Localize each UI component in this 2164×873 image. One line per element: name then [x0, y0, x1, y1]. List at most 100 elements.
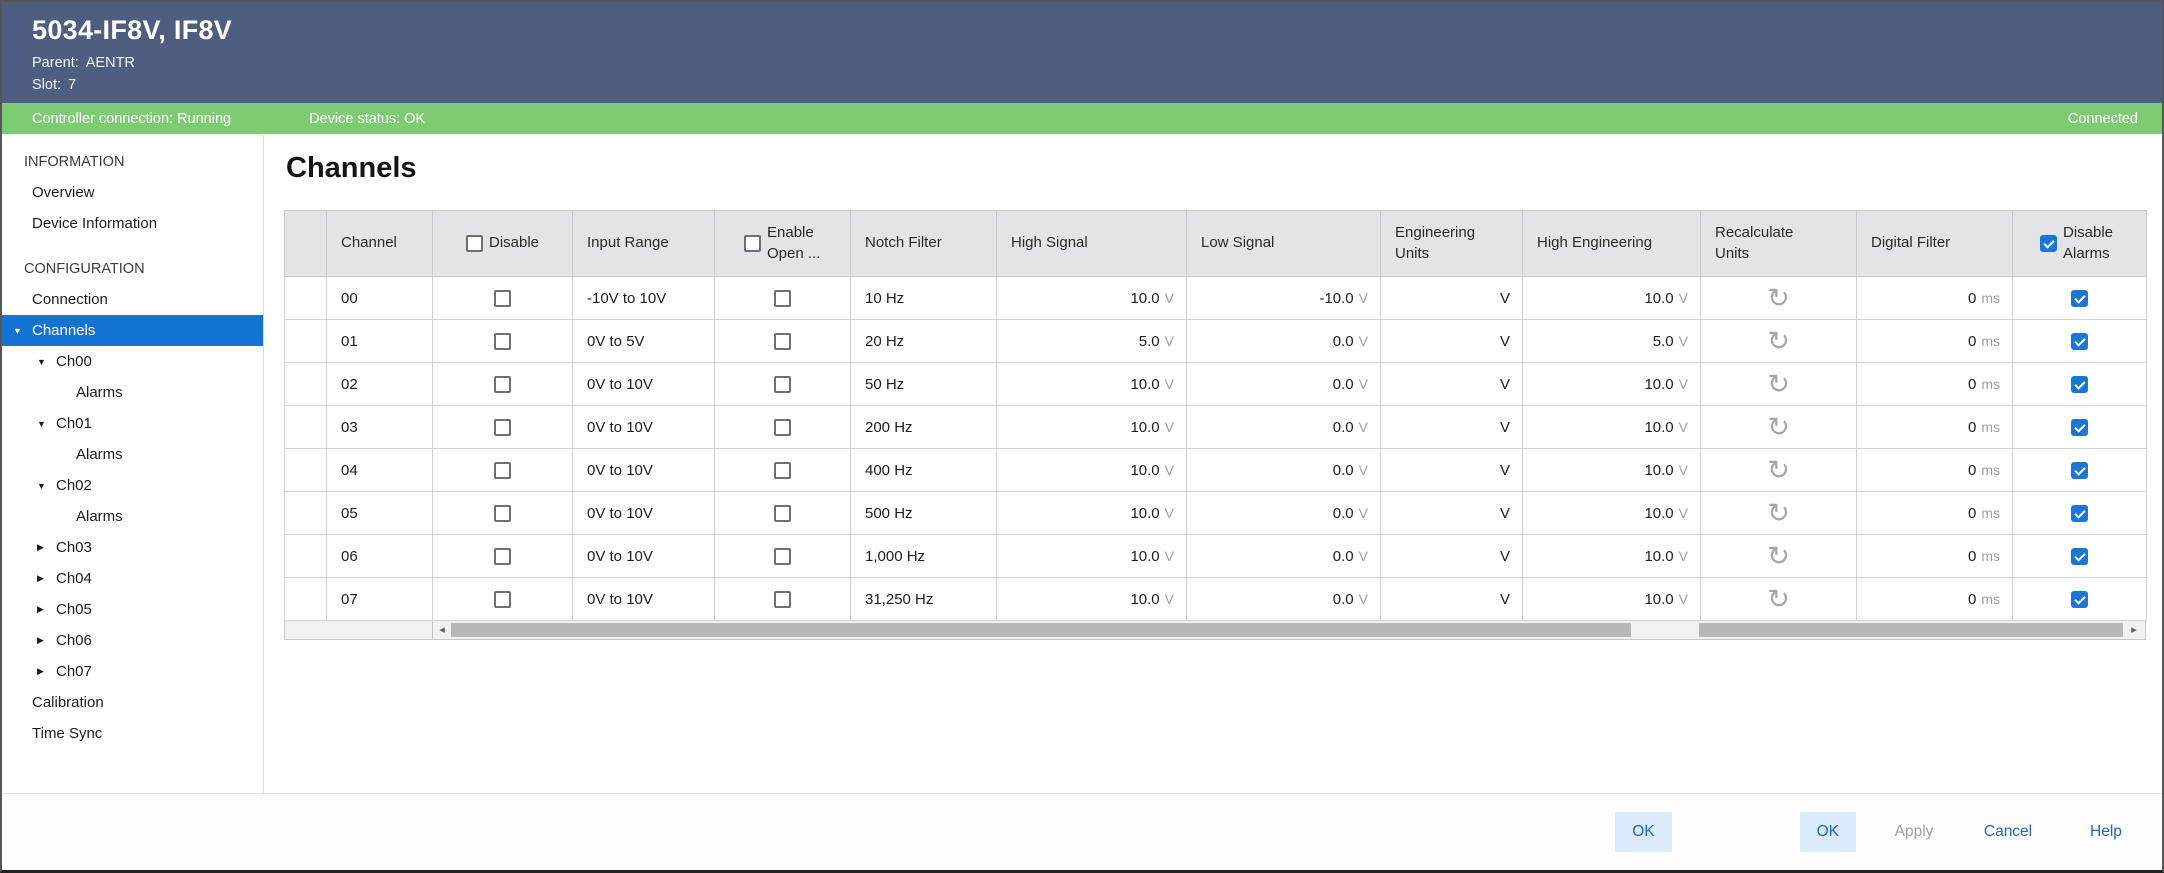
eng_units-cell[interactable]: V: [1380, 448, 1523, 492]
sidebar-item-device-information[interactable]: Device Information: [2, 208, 263, 239]
eng_units-cell[interactable]: V: [1380, 577, 1523, 621]
high_signal-cell[interactable]: 10.0 V: [996, 362, 1187, 406]
row-selector[interactable]: [284, 362, 327, 406]
high_eng-cell[interactable]: 5.0 V: [1522, 319, 1701, 363]
chevron-down-icon[interactable]: ▼: [37, 480, 46, 491]
sidebar-item-ch01[interactable]: ▼ Ch01: [2, 408, 263, 439]
low_signal-cell[interactable]: 0.0 V: [1186, 362, 1381, 406]
dis_alarms-all-checkbox[interactable]: [2040, 235, 2057, 252]
input_range-cell[interactable]: 0V to 10V: [572, 577, 715, 621]
chevron-down-icon[interactable]: ▼: [37, 356, 46, 367]
row-selector[interactable]: [284, 448, 327, 492]
enable_open-checkbox[interactable]: [774, 590, 791, 608]
chevron-down-icon[interactable]: ▼: [13, 325, 22, 336]
dis_alarms-checkbox[interactable]: [2071, 418, 2088, 436]
scrollbar-thumb[interactable]: [451, 623, 1631, 637]
dis_alarms-checkbox[interactable]: [2071, 375, 2088, 393]
dig_filter-cell[interactable]: 0 ms: [1856, 362, 2013, 406]
row-selector[interactable]: [284, 405, 327, 449]
high_eng-cell[interactable]: 10.0 V: [1522, 448, 1701, 492]
sidebar-item-alarms[interactable]: Alarms: [2, 501, 263, 532]
help-button[interactable]: Help: [2078, 812, 2134, 852]
notch-cell[interactable]: 20 Hz: [850, 319, 997, 363]
refresh-icon[interactable]: ↻: [1767, 411, 1790, 443]
high_eng-cell[interactable]: 10.0 V: [1522, 405, 1701, 449]
input_range-cell[interactable]: 0V to 10V: [572, 448, 715, 492]
disable-all-checkbox[interactable]: [465, 235, 483, 252]
high_eng-cell[interactable]: 10.0 V: [1522, 491, 1701, 535]
disable-checkbox[interactable]: [494, 547, 511, 565]
sidebar-item-connection[interactable]: Connection: [2, 284, 263, 315]
scrollbar-thumb[interactable]: [1699, 623, 2123, 637]
refresh-icon[interactable]: ↻: [1767, 368, 1790, 400]
enable_open-checkbox[interactable]: [774, 547, 791, 565]
dig_filter-cell[interactable]: 0 ms: [1856, 405, 2013, 449]
chevron-right-icon[interactable]: ▶: [37, 604, 44, 614]
input_range-cell[interactable]: 0V to 10V: [572, 405, 715, 449]
dis_alarms-checkbox[interactable]: [2071, 332, 2088, 350]
dis_alarms-checkbox[interactable]: [2071, 590, 2088, 608]
enable_open-checkbox[interactable]: [774, 332, 791, 350]
chevron-right-icon[interactable]: ▶: [37, 666, 44, 676]
enable_open-checkbox[interactable]: [774, 504, 791, 522]
low_signal-cell[interactable]: -10.0 V: [1186, 276, 1381, 320]
high_signal-cell[interactable]: 10.0 V: [996, 405, 1187, 449]
disable-checkbox[interactable]: [494, 332, 511, 350]
high_signal-cell[interactable]: 10.0 V: [996, 448, 1187, 492]
row-selector[interactable]: [284, 534, 327, 578]
eng_units-cell[interactable]: V: [1380, 276, 1523, 320]
row-selector[interactable]: [284, 491, 327, 535]
refresh-icon[interactable]: ↻: [1767, 497, 1790, 529]
sidebar-item-ch07[interactable]: ▶ Ch07: [2, 656, 263, 687]
low_signal-cell[interactable]: 0.0 V: [1186, 491, 1381, 535]
input_range-cell[interactable]: 0V to 10V: [572, 491, 715, 535]
dig_filter-cell[interactable]: 0 ms: [1856, 448, 2013, 492]
dig_filter-cell[interactable]: 0 ms: [1856, 319, 2013, 363]
dis_alarms-checkbox[interactable]: [2071, 504, 2088, 522]
dig_filter-cell[interactable]: 0 ms: [1856, 534, 2013, 578]
enable_open-checkbox[interactable]: [774, 461, 791, 479]
high_signal-cell[interactable]: 10.0 V: [996, 491, 1187, 535]
chevron-down-icon[interactable]: ▼: [37, 418, 46, 429]
sidebar-item-alarms[interactable]: Alarms: [2, 439, 263, 470]
dis_alarms-checkbox[interactable]: [2071, 461, 2088, 479]
refresh-icon[interactable]: ↻: [1767, 583, 1790, 615]
low_signal-cell[interactable]: 0.0 V: [1186, 448, 1381, 492]
disable-checkbox[interactable]: [494, 504, 511, 522]
dis_alarms-checkbox[interactable]: [2071, 547, 2088, 565]
chevron-right-icon[interactable]: ▶: [37, 542, 44, 552]
notch-cell[interactable]: 400 Hz: [850, 448, 997, 492]
sidebar-item-ch04[interactable]: ▶ Ch04: [2, 563, 263, 594]
sidebar-item-channels[interactable]: ▼ Channels: [2, 315, 263, 346]
enable_open-all-checkbox[interactable]: [744, 235, 761, 252]
eng_units-cell[interactable]: V: [1380, 491, 1523, 535]
high_signal-cell[interactable]: 10.0 V: [996, 577, 1187, 621]
ok-button-secondary[interactable]: OK: [1615, 812, 1672, 852]
sidebar-item-ch00[interactable]: ▼ Ch00: [2, 346, 263, 377]
notch-cell[interactable]: 10 Hz: [850, 276, 997, 320]
dig_filter-cell[interactable]: 0 ms: [1856, 577, 2013, 621]
refresh-icon[interactable]: ↻: [1767, 325, 1790, 357]
high_signal-cell[interactable]: 10.0 V: [996, 534, 1187, 578]
disable-checkbox[interactable]: [494, 289, 511, 307]
chevron-right-icon[interactable]: ▶: [37, 635, 44, 645]
eng_units-cell[interactable]: V: [1380, 362, 1523, 406]
low_signal-cell[interactable]: 0.0 V: [1186, 577, 1381, 621]
low_signal-cell[interactable]: 0.0 V: [1186, 405, 1381, 449]
arrow-left-icon[interactable]: ◂: [439, 623, 445, 636]
eng_units-cell[interactable]: V: [1380, 405, 1523, 449]
disable-checkbox[interactable]: [494, 461, 511, 479]
sidebar-item-ch05[interactable]: ▶ Ch05: [2, 594, 263, 625]
apply-button[interactable]: Apply: [1886, 812, 1942, 852]
cancel-button[interactable]: Cancel: [1980, 812, 2036, 852]
low_signal-cell[interactable]: 0.0 V: [1186, 319, 1381, 363]
dig_filter-cell[interactable]: 0 ms: [1856, 491, 2013, 535]
high_eng-cell[interactable]: 10.0 V: [1522, 534, 1701, 578]
notch-cell[interactable]: 1,000 Hz: [850, 534, 997, 578]
input_range-cell[interactable]: 0V to 10V: [572, 362, 715, 406]
refresh-icon[interactable]: ↻: [1767, 282, 1790, 314]
horizontal-scrollbar[interactable]: ◂ ▸: [433, 621, 2145, 639]
sidebar-item-ch02[interactable]: ▼ Ch02: [2, 470, 263, 501]
disable-checkbox[interactable]: [494, 418, 511, 436]
sidebar-item-calibration[interactable]: Calibration: [2, 687, 263, 718]
